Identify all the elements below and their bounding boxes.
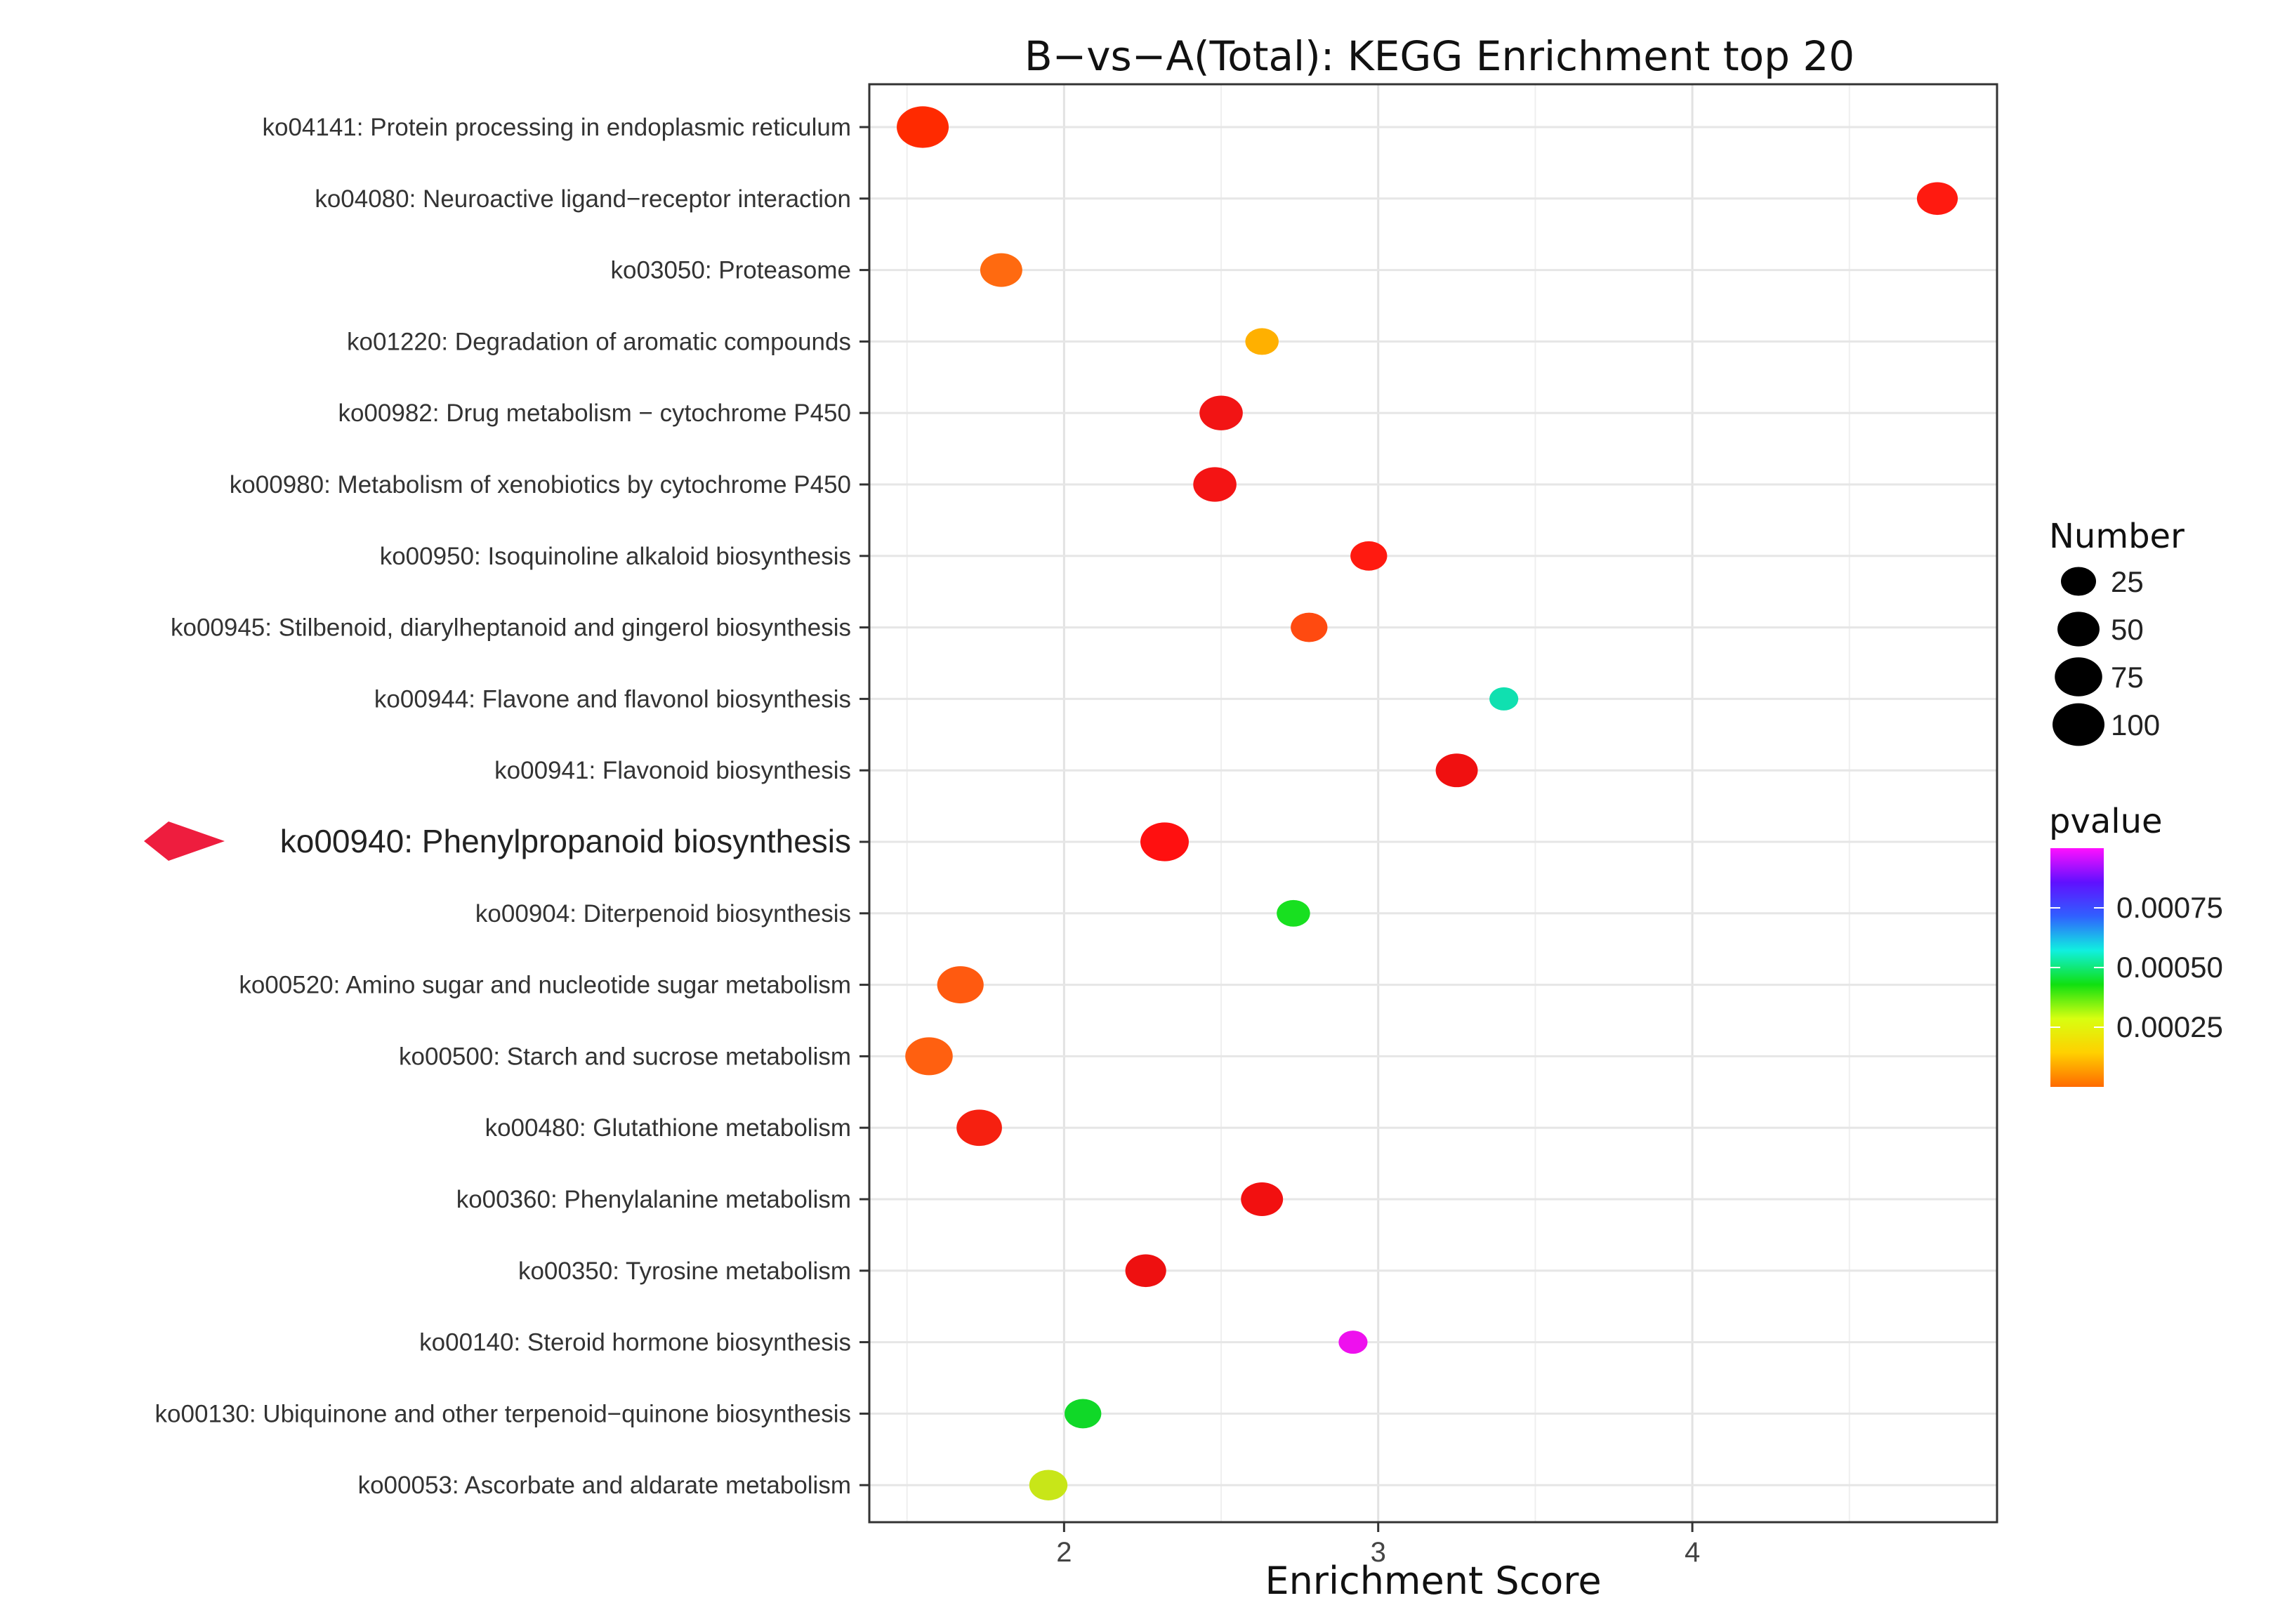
category-label: ko00980: Metabolism of xenobiotics by cy… — [230, 471, 851, 499]
data-point — [897, 106, 949, 148]
category-label: ko00950: Isoquinoline alkaloid biosynthe… — [380, 543, 851, 570]
category-label: ko00350: Tyrosine metabolism — [518, 1257, 851, 1285]
data-point — [1125, 1254, 1166, 1288]
category-label: ko00480: Glutathione metabolism — [485, 1114, 851, 1142]
data-point — [1199, 395, 1243, 430]
number-legend-key — [2053, 703, 2104, 746]
x-axis-ticks: 2 3 4 — [1056, 1522, 1700, 1568]
category-label: ko00941: Flavonoid biosynthesis — [494, 757, 851, 784]
number-legend-title: Number — [2049, 517, 2185, 556]
data-point — [1241, 1182, 1284, 1216]
category-label: ko00940: Phenylpropanoid biosynthesis — [280, 823, 851, 859]
data-point — [1140, 822, 1189, 861]
category-label: ko00360: Phenylalanine metabolism — [456, 1186, 851, 1213]
category-label: ko00982: Drug metabolism − cytochrome P4… — [338, 400, 851, 427]
data-point — [1029, 1470, 1068, 1500]
number-legend-key — [2057, 612, 2100, 647]
x-tick-label: 3 — [1371, 1537, 1386, 1568]
number-legend-label: 75 — [2111, 661, 2144, 694]
category-label: ko00520: Amino sugar and nucleotide suga… — [239, 972, 851, 999]
pvalue-legend: pvalue 0.00075 0.00050 0.00025 — [2049, 802, 2223, 1087]
data-point — [956, 1109, 1002, 1147]
data-point — [1350, 541, 1388, 571]
pvalue-legend-label: 0.00025 — [2116, 1010, 2223, 1043]
data-point — [1435, 753, 1478, 788]
data-point — [1338, 1331, 1368, 1354]
category-label: ko00053: Ascorbate and aldarate metaboli… — [358, 1472, 851, 1499]
data-point — [1193, 467, 1237, 502]
category-label: ko00945: Stilbenoid, diarylheptanoid and… — [171, 614, 851, 642]
category-label: ko00500: Starch and sucrose metabolism — [399, 1043, 851, 1070]
data-point — [905, 1037, 953, 1076]
category-label: ko00904: Diterpenoid biosynthesis — [475, 900, 851, 927]
data-point — [1291, 612, 1328, 642]
data-point — [1277, 899, 1310, 927]
category-label: ko00944: Flavone and flavonol biosynthes… — [374, 685, 851, 713]
data-point — [1916, 182, 1958, 216]
category-label: ko04080: Neuroactive ligand−receptor int… — [315, 185, 851, 213]
category-label: ko03050: Proteasome — [611, 257, 851, 284]
category-label: ko01220: Degradation of aromatic compoun… — [347, 328, 851, 355]
category-labels: ko04141: Protein processing in endoplasm… — [155, 114, 869, 1499]
category-label: ko00140: Steroid hormone biosynthesis — [419, 1329, 851, 1356]
x-axis-label: Enrichment Score — [1265, 1559, 1601, 1603]
data-point — [937, 966, 984, 1004]
pvalue-legend-label: 0.00075 — [2116, 891, 2223, 924]
chart-title: B−vs−A(Total): KEGG Enrichment top 20 — [1025, 32, 1854, 80]
category-label: ko00130: Ubiquinone and other terpenoid−… — [155, 1400, 851, 1427]
plot-frame — [868, 83, 1998, 1524]
data-point — [1489, 687, 1519, 711]
number-legend-key — [2055, 657, 2102, 697]
number-legend-label: 100 — [2111, 708, 2160, 741]
highlight-arrow-icon — [144, 821, 225, 861]
category-label: ko04141: Protein processing in endoplasm… — [262, 114, 851, 141]
data-point — [1065, 1399, 1102, 1429]
x-tick-label: 2 — [1056, 1537, 1072, 1568]
x-tick-label: 4 — [1685, 1537, 1700, 1568]
number-legend-key — [2061, 567, 2096, 596]
data-point — [1245, 328, 1279, 355]
data-point — [980, 253, 1022, 287]
pvalue-legend-title: pvalue — [2049, 802, 2163, 841]
data-points — [897, 106, 1958, 1500]
grid — [869, 84, 1997, 1522]
number-legend-label: 50 — [2111, 613, 2144, 646]
number-legend: Number 25 50 75 100 — [2049, 517, 2185, 746]
pvalue-legend-label: 0.00050 — [2116, 951, 2223, 984]
number-legend-label: 25 — [2111, 565, 2144, 598]
